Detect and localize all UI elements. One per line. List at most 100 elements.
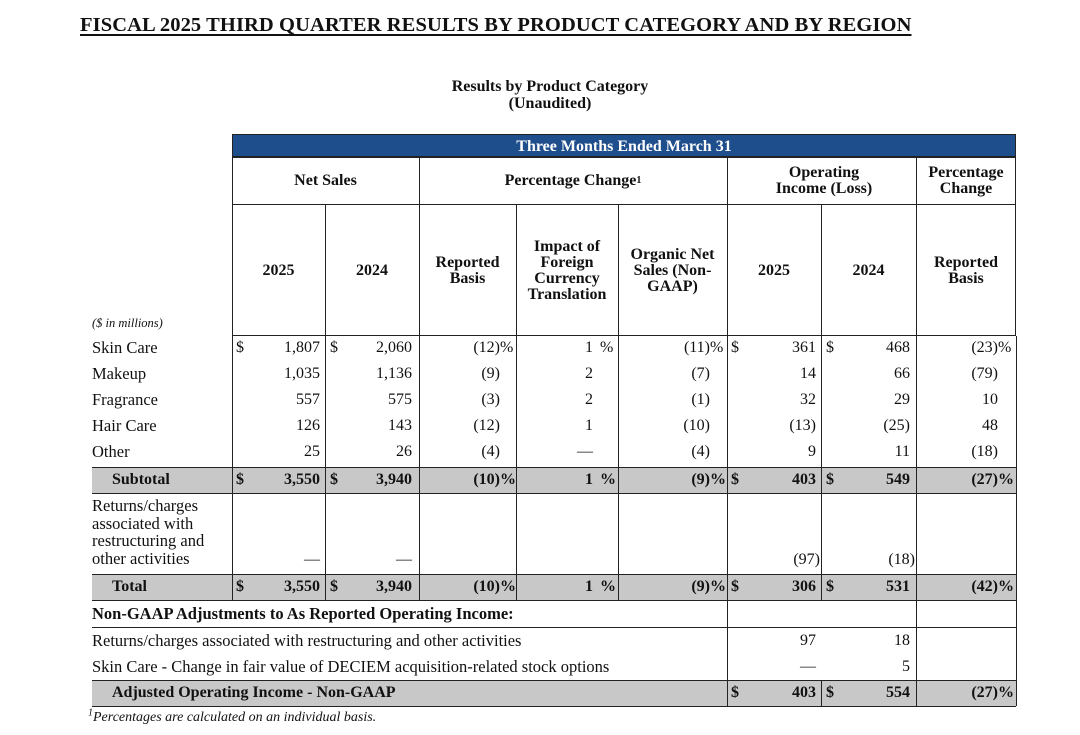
row-label: Fragrance [92, 390, 158, 409]
pct-sign: % [710, 471, 726, 488]
pct-change-cell: (18) [971, 443, 998, 460]
dollar-sign: $ [826, 471, 834, 488]
reported-basis-cell: (12) [473, 339, 500, 356]
reported-basis-cell: (12) [473, 417, 500, 434]
footnote-marker: 1 [88, 707, 93, 719]
net-sales-2025-cell: 557 [296, 391, 320, 408]
net-sales-2024-cell: 26 [396, 443, 412, 460]
total-oi-2024: 531 [886, 578, 910, 595]
col-reported-basis-2: Reported Basis [934, 253, 998, 287]
dollar-sign: $ [826, 578, 834, 595]
net-sales-2024-cell: 2,060 [376, 339, 412, 356]
adjusted-oi-2024: 554 [886, 684, 910, 701]
net-sales-2024-cell: 1,136 [376, 365, 412, 382]
dollar-sign: $ [826, 339, 834, 356]
subtotal-label: Subtotal [112, 471, 170, 488]
adj1-oi-2025: 97 [800, 632, 816, 649]
pct-sign: % [600, 578, 616, 595]
net-sales-2025-cell: 1,807 [284, 339, 320, 356]
returns-ns-2025: — [304, 551, 320, 568]
net-sales-2025-cell: 25 [304, 443, 320, 460]
fx-impact-cell: — [577, 443, 593, 460]
fx-impact-cell: 1 [585, 339, 593, 356]
pct-change-label: Percentage Change [504, 172, 637, 189]
pct-sign: % [710, 339, 724, 356]
adjusted-oi-2025: 403 [792, 684, 816, 701]
organic-cell: (4) [691, 443, 710, 460]
reported-basis-cell: (9) [481, 365, 500, 382]
op-income-2025-cell: 361 [792, 339, 816, 356]
organic-cell: (11) [683, 339, 710, 356]
dollar-sign: $ [731, 684, 739, 701]
pct-sign: % [600, 339, 614, 356]
page-title: FISCAL 2025 THIRD QUARTER RESULTS BY PRO… [80, 14, 912, 36]
footnote: 1Percentages are calculated on an indivi… [88, 707, 376, 726]
dollar-sign: $ [330, 471, 338, 488]
total-ns-2024: 3,940 [376, 578, 412, 595]
returns-label-line: restructuring and [92, 531, 205, 550]
pct-sign: % [998, 578, 1014, 595]
period-banner: Three Months Ended March 31 [232, 134, 1016, 157]
dollar-sign: $ [330, 578, 338, 595]
op-income-2024-cell: 468 [886, 339, 910, 356]
pct-change-cell: (23) [971, 339, 998, 356]
dollar-sign: $ [731, 471, 739, 488]
total-ns-2025: 3,550 [284, 578, 320, 595]
returns-label-line: associated with [92, 513, 194, 533]
adj2-oi-2024: 5 [902, 658, 910, 675]
header-grid [232, 157, 1016, 336]
dollar-sign: $ [236, 578, 244, 595]
total-reported: (10) [473, 578, 500, 595]
dollar-sign: $ [731, 578, 739, 595]
pct-sign: % [998, 339, 1012, 356]
total-oi-2025: 306 [792, 578, 816, 595]
dollar-sign: $ [731, 339, 739, 356]
total-fx: 1 [585, 578, 593, 595]
col-op-income-2024: 2024 [852, 261, 885, 279]
subtotal-ns-2025: 3,550 [284, 471, 320, 488]
total-organic: (9) [691, 578, 710, 595]
dollar-sign: $ [236, 471, 244, 488]
dollar-sign: $ [826, 684, 834, 701]
fx-impact-cell: 2 [585, 391, 593, 408]
subtotal-fx: 1 [585, 471, 593, 488]
subtotal-organic: (9) [691, 471, 710, 488]
adj2-oi-2025: — [800, 658, 816, 675]
dollar-sign: $ [330, 339, 338, 356]
col-fx-impact: Impact of Foreign Currency Translation [527, 237, 607, 303]
pct-sign: % [500, 471, 516, 488]
fx-impact-cell: 1 [585, 417, 593, 434]
op-income-2025-cell: 9 [808, 443, 816, 460]
pct-sign: % [500, 339, 514, 356]
pct-change-group-header: Percentage Change 1 [504, 172, 642, 189]
net-sales-2024-cell: 575 [388, 391, 412, 408]
pct-change-2-group-header: Percentage Change [928, 164, 1004, 197]
subtotal-oi-2025: 403 [792, 471, 816, 488]
col-net-sales-2025: 2025 [262, 261, 295, 279]
op-income-2024-cell: 66 [894, 365, 910, 382]
pct-sign: % [500, 578, 516, 595]
row-label: Makeup [92, 364, 147, 383]
pct-sign: % [710, 578, 726, 595]
op-income-2025-cell: (13) [789, 417, 816, 434]
subtotal-ns-2024: 3,940 [376, 471, 412, 488]
reported-basis-cell: (3) [481, 391, 500, 408]
net-sales-2025-cell: 1,035 [284, 365, 320, 382]
col-op-income-2025: 2025 [758, 261, 790, 279]
reported-basis-cell: (4) [481, 443, 500, 460]
subtotal-oi-2024: 549 [886, 471, 910, 488]
adj1-oi-2024: 18 [894, 632, 910, 649]
returns-oi-2024: (18) [888, 551, 915, 568]
returns-label-line: Returns/charges [92, 496, 199, 515]
row-label: Other [92, 442, 130, 461]
organic-cell: (7) [691, 365, 710, 382]
units-label: ($ in millions) [92, 316, 163, 330]
dollar-sign: $ [236, 339, 244, 356]
pct-sign: % [998, 684, 1014, 701]
pct-change-cell: 48 [982, 417, 998, 434]
adjusted-pct-change: (27) [971, 684, 998, 701]
op-income-2025-cell: 14 [800, 365, 816, 382]
adj1-label: Returns/charges associated with restruct… [92, 631, 522, 650]
row-label: Hair Care [92, 416, 157, 435]
op-income-2025-cell: 32 [800, 391, 816, 408]
